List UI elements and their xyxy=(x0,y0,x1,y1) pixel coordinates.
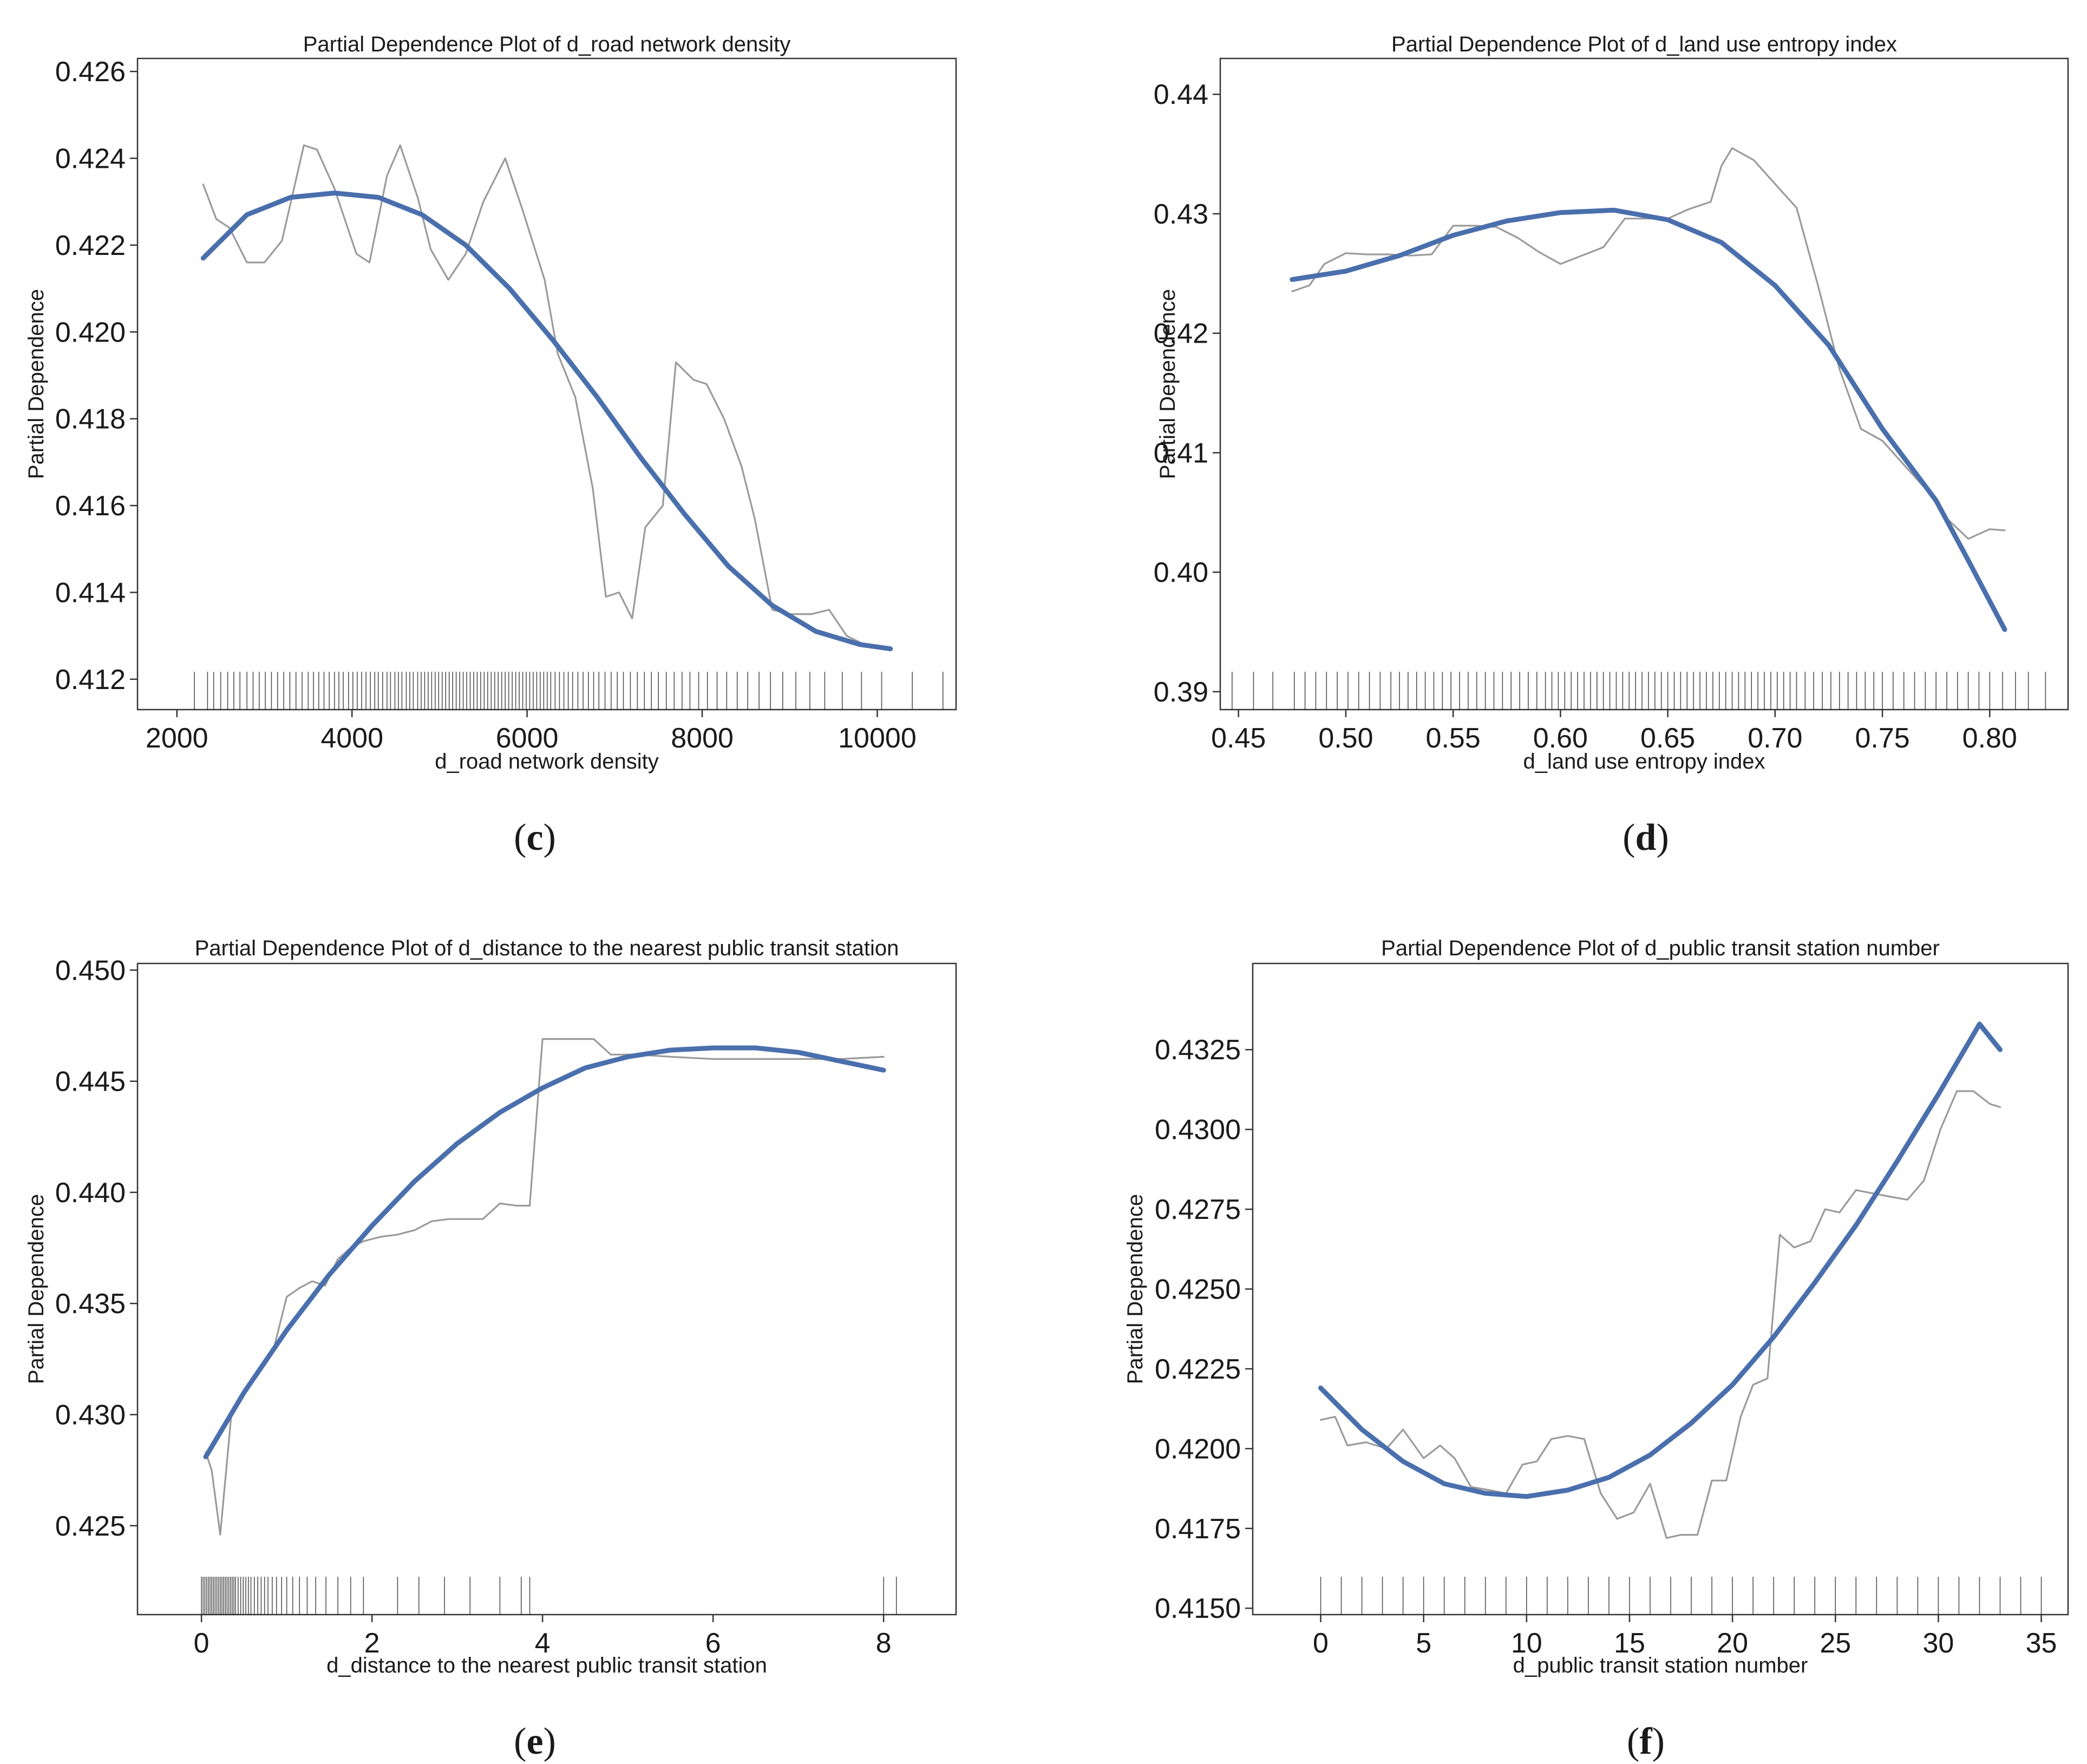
x-tick-label: 0 xyxy=(194,1628,210,1659)
y-tick-label: 0.4200 xyxy=(1155,1433,1241,1465)
y-tick-label: 0.430 xyxy=(55,1399,126,1431)
x-tick-label: 4000 xyxy=(320,723,383,754)
x-tick-label: 15 xyxy=(1614,1628,1645,1659)
x-axis-label: d_road network density xyxy=(435,750,659,773)
x-tick-label: 0.75 xyxy=(1855,723,1909,754)
panel-f-transit-station-number: Partial Dependence Plot of d_public tran… xyxy=(1123,936,2069,1762)
y-tick-label: 0.412 xyxy=(55,664,126,696)
x-tick-label: 0.70 xyxy=(1748,723,1802,754)
y-tick-label: 0.4325 xyxy=(1155,1034,1241,1066)
x-tick-label: 0.45 xyxy=(1211,723,1266,754)
panel-letter: (f) xyxy=(1627,1721,1665,1762)
smoothed-trend-line xyxy=(1318,1021,2003,1499)
y-tick-label: 0.418 xyxy=(55,404,126,435)
y-tick-label: 0.445 xyxy=(55,1066,126,1098)
plot-frame xyxy=(136,57,957,711)
plot-frame xyxy=(1219,57,2069,711)
plot-title: Partial Dependence Plot of d_distance to… xyxy=(195,936,899,960)
y-axis-label: Partial Dependence xyxy=(24,1194,48,1384)
x-axis-label: d_land use entropy index xyxy=(1523,750,1765,773)
y-tick-label: 0.422 xyxy=(55,230,126,261)
y-tick-label: 0.414 xyxy=(55,577,126,608)
partial-dependence-line xyxy=(1319,1090,2001,1539)
smoothed-trend-line xyxy=(203,1045,886,1459)
plot-frame xyxy=(136,962,957,1616)
y-tick-label: 0.435 xyxy=(55,1288,126,1320)
x-tick-label: 30 xyxy=(1922,1628,1954,1659)
x-tick-label: 0 xyxy=(1313,1628,1329,1659)
y-tick-label: 0.44 xyxy=(1154,79,1208,110)
y-tick-label: 0.424 xyxy=(55,143,126,174)
x-tick-label: 10 xyxy=(1511,1628,1542,1659)
y-tick-label: 0.4225 xyxy=(1155,1354,1241,1385)
x-tick-label: 6000 xyxy=(496,723,559,754)
x-tick-label: 2000 xyxy=(146,723,208,754)
rug-group xyxy=(1232,672,2046,710)
x-tick-label: 0.80 xyxy=(1962,723,2017,754)
x-tick-label: 0.60 xyxy=(1533,723,1588,754)
x-tick-label: 5 xyxy=(1416,1628,1431,1659)
y-axis-label: Partial Dependence xyxy=(1156,289,1180,479)
x-tick-label: 2 xyxy=(364,1628,380,1659)
x-tick-label: 35 xyxy=(2026,1628,2057,1659)
y-tick-label: 0.41 xyxy=(1154,437,1208,469)
y-tick-label: 0.4150 xyxy=(1155,1593,1241,1624)
partial-dependence-line xyxy=(1291,147,2006,540)
rug-group xyxy=(201,1577,897,1615)
y-axis-label: Partial Dependence xyxy=(1123,1194,1147,1384)
panel-c-road-network-density: Partial Dependence Plot of d_road networ… xyxy=(24,32,957,858)
smoothed-trend-line xyxy=(1290,207,2007,632)
x-tick-label: 25 xyxy=(1820,1628,1851,1659)
x-tick-label: 0.65 xyxy=(1640,723,1695,754)
x-tick-label: 6 xyxy=(705,1628,721,1659)
rug-group xyxy=(194,672,944,710)
y-tick-label: 0.440 xyxy=(55,1177,126,1209)
panel-e-distance-to-transit: Partial Dependence Plot of d_distance to… xyxy=(24,936,957,1762)
partial-dependence-line xyxy=(205,1038,885,1536)
y-tick-label: 0.4300 xyxy=(1155,1114,1241,1146)
y-tick-label: 0.43 xyxy=(1154,199,1208,230)
x-axis-label: d_distance to the nearest public transit… xyxy=(326,1654,767,1677)
x-tick-label: 4 xyxy=(535,1628,551,1659)
y-tick-label: 0.42 xyxy=(1154,318,1208,350)
y-tick-label: 0.420 xyxy=(55,317,126,348)
panel-letter: (d) xyxy=(1623,817,1669,858)
x-tick-label: 0.50 xyxy=(1318,723,1373,754)
x-tick-label: 8000 xyxy=(671,723,734,754)
partial-dependence-line xyxy=(202,144,887,650)
y-tick-label: 0.40 xyxy=(1154,557,1208,588)
plot-title: Partial Dependence Plot of d_road networ… xyxy=(303,32,791,56)
plot-title: Partial Dependence Plot of d_land use en… xyxy=(1391,32,1897,56)
y-tick-label: 0.416 xyxy=(55,490,126,522)
x-tick-label: 10000 xyxy=(838,723,917,754)
y-tick-label: 0.4175 xyxy=(1155,1513,1241,1545)
y-tick-label: 0.450 xyxy=(55,955,126,986)
y-tick-label: 0.426 xyxy=(55,56,126,88)
x-axis-label: d_public transit station number xyxy=(1513,1654,1808,1677)
panel-letter: (e) xyxy=(514,1721,556,1762)
panel-d-land-use-entropy: Partial Dependence Plot of d_land use en… xyxy=(1154,32,2069,858)
plot-title: Partial Dependence Plot of d_public tran… xyxy=(1381,936,1940,960)
y-tick-label: 0.425 xyxy=(55,1511,126,1542)
y-tick-label: 0.39 xyxy=(1154,677,1208,708)
panel-letter: (c) xyxy=(514,817,556,858)
y-tick-label: 0.4250 xyxy=(1155,1274,1241,1306)
x-tick-label: 8 xyxy=(876,1628,892,1659)
y-tick-label: 0.4275 xyxy=(1155,1194,1241,1225)
smoothed-trend-line xyxy=(200,191,893,652)
y-axis-label: Partial Dependence xyxy=(24,289,48,479)
x-tick-label: 0.55 xyxy=(1426,723,1481,754)
rug-group xyxy=(1320,1577,2042,1615)
x-tick-label: 20 xyxy=(1717,1628,1748,1659)
